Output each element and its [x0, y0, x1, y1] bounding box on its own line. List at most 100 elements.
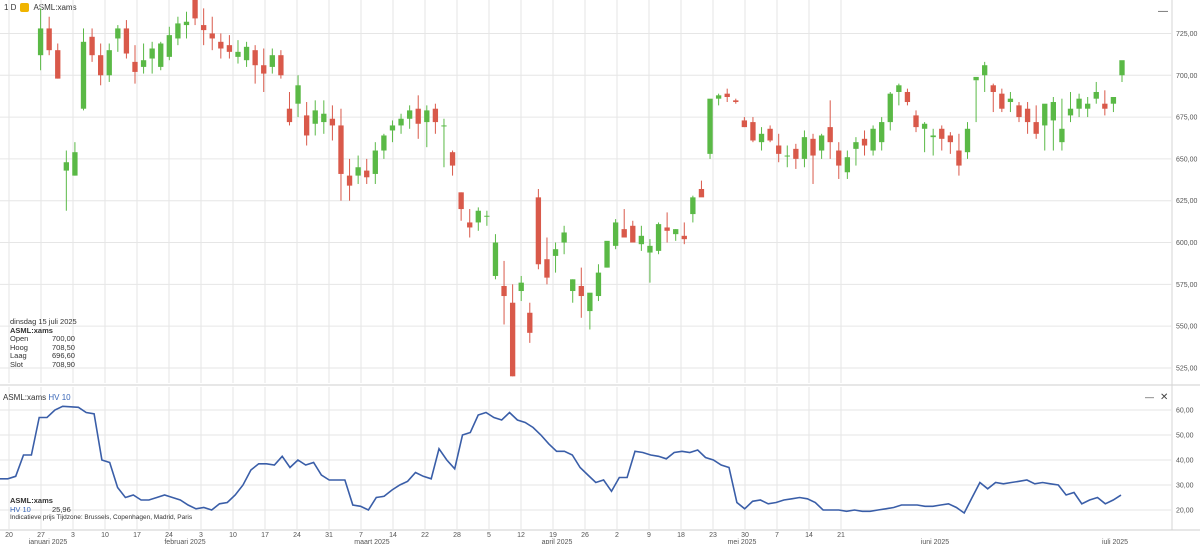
candle-body — [630, 225, 636, 243]
info-row-open: Open 700,00 — [10, 334, 75, 344]
candle-body — [930, 135, 936, 138]
candle-body — [441, 125, 447, 127]
indicator-name[interactable]: HV 10 — [48, 393, 71, 402]
candle-body — [527, 312, 533, 333]
candle-body — [37, 28, 44, 56]
candle-body — [1016, 105, 1022, 118]
x-tick-label: 7 — [775, 532, 779, 539]
candle-body — [621, 229, 627, 238]
candle-body — [475, 210, 481, 223]
candle-body — [389, 125, 396, 131]
candle-body — [733, 100, 739, 103]
candle-body — [776, 145, 782, 154]
hv-y-tick-label: 30,00 — [1176, 483, 1194, 490]
candle-body — [767, 128, 773, 141]
candle-body — [1059, 128, 1065, 143]
candle-body — [1007, 98, 1014, 103]
timezone-note: Indicatieve prijs Tijdzone: Brussels, Co… — [10, 514, 193, 522]
timeframe-label[interactable]: 1 D — [4, 3, 17, 12]
y-tick-label: 650,00 — [1176, 156, 1198, 163]
candle-body — [123, 28, 130, 54]
candle-body — [355, 167, 361, 176]
candle-body — [561, 232, 567, 243]
candle-body — [1110, 97, 1117, 104]
month-label: februari 2025 — [164, 539, 205, 544]
x-tick-label: 18 — [677, 532, 685, 539]
candle-body — [913, 115, 919, 128]
candle-body — [973, 76, 979, 81]
y-tick-label: 575,00 — [1176, 282, 1198, 289]
candle-body — [406, 110, 413, 119]
x-tick-label: 22 — [421, 532, 429, 539]
candle-body — [80, 41, 87, 109]
legend-symbol: ASML:xams — [10, 496, 53, 505]
chart-header: 1 D ASML:xams — [4, 3, 77, 12]
candle-body — [1093, 91, 1099, 99]
candle-body — [72, 152, 78, 176]
x-tick-label: 21 — [837, 532, 845, 539]
info-row-low: Laag 696,60 — [10, 351, 75, 361]
candle-body — [175, 23, 181, 39]
symbol-label[interactable]: ASML:xams — [33, 3, 77, 12]
candle-body — [149, 48, 155, 59]
candle-body — [518, 282, 524, 292]
candle-body — [612, 222, 619, 246]
x-tick-label: 23 — [709, 532, 717, 539]
info-row-high: Hoog 708,50 — [10, 342, 75, 352]
x-tick-label: 3 — [71, 532, 75, 539]
candle-body — [827, 127, 833, 143]
candle-body — [183, 21, 190, 26]
x-tick-label: 20 — [5, 532, 13, 539]
candle-body — [1067, 108, 1074, 116]
y-tick-label: 525,00 — [1176, 365, 1198, 372]
x-tick-label: 10 — [101, 532, 109, 539]
x-tick-label: 26 — [581, 532, 589, 539]
candle-body — [1102, 103, 1108, 109]
candle-body — [1050, 102, 1056, 121]
candle-body — [595, 272, 602, 297]
candle-body — [295, 85, 301, 104]
x-tick-label: 10 — [229, 532, 237, 539]
candle-body — [870, 128, 876, 151]
candle-body — [200, 25, 207, 31]
candle-body — [836, 150, 842, 166]
candle-body — [467, 222, 473, 228]
x-tick-label: 17 — [261, 532, 269, 539]
candle-body — [492, 242, 499, 276]
info-symbol: ASML:xams — [10, 325, 53, 335]
candle-body — [98, 55, 104, 76]
candle-body — [243, 46, 250, 61]
indicator-minimize-button[interactable]: — — [1145, 392, 1154, 402]
candle-body — [458, 192, 464, 210]
month-label: maart 2025 — [354, 539, 390, 544]
month-label: april 2025 — [542, 539, 573, 544]
month-label: juli 2025 — [1101, 539, 1128, 544]
candle-body — [372, 150, 378, 174]
candle-body — [1085, 103, 1091, 109]
candle-body — [398, 118, 404, 126]
candle-body — [638, 235, 645, 245]
y-tick-label: 625,00 — [1176, 198, 1198, 205]
candle-body — [715, 95, 722, 99]
indicator-close-button[interactable]: ✕ — [1160, 392, 1169, 403]
candle-body — [115, 28, 121, 39]
main-minimize-button[interactable]: — — [1158, 6, 1168, 17]
x-tick-label: 7 — [359, 532, 363, 539]
candle-body — [690, 197, 696, 215]
candle-body — [818, 135, 825, 151]
candle-body — [89, 36, 95, 56]
x-tick-label: 30 — [741, 532, 749, 539]
exchange-badge-icon — [20, 3, 30, 12]
candle-body — [921, 123, 928, 129]
x-tick-label: 2 — [615, 532, 619, 539]
y-tick-label: 725,00 — [1176, 31, 1198, 38]
candle-body — [252, 50, 258, 66]
legend-hv-name: HV 10 — [10, 504, 31, 514]
candle-body — [741, 120, 748, 128]
candle-body — [286, 108, 293, 123]
candle-body — [218, 41, 224, 49]
candle-body — [999, 93, 1005, 109]
candle-body — [604, 240, 610, 268]
